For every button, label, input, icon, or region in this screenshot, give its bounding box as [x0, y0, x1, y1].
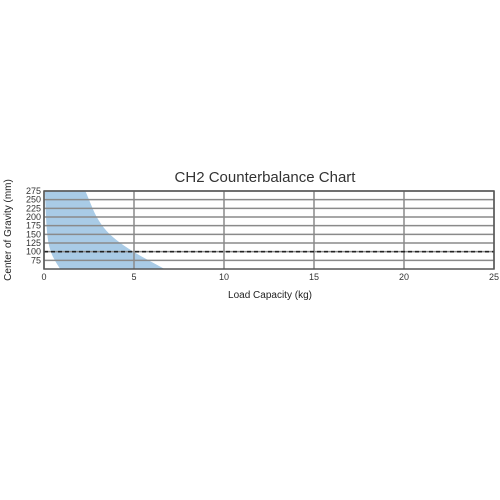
x-tick-label: 0	[41, 272, 46, 282]
x-tick-label: 5	[131, 272, 136, 282]
y-tick-label: 75	[31, 255, 41, 265]
allowable-region	[44, 191, 165, 269]
plot-frame	[43, 190, 495, 270]
x-tick-label: 20	[399, 272, 409, 282]
y-tick-label: 150	[26, 229, 41, 239]
chart-title: CH2 Counterbalance Chart	[175, 169, 357, 186]
x-axis-label: Load Capacity (kg)	[228, 290, 312, 301]
y-tick-label: 100	[26, 247, 41, 257]
y-tick-label: 200	[26, 212, 41, 222]
y-axis-label: Center of Gravity (mm)	[3, 179, 14, 281]
plot-area	[43, 190, 495, 270]
x-tick-label: 15	[309, 272, 319, 282]
x-tick-label: 10	[219, 272, 229, 282]
x-axis-ticks: 0 5 10 15 20 25	[41, 272, 499, 282]
y-tick-label: 225	[26, 203, 41, 213]
y-tick-label: 175	[26, 221, 41, 231]
y-tick-label: 250	[26, 195, 41, 205]
y-tick-label: 275	[26, 186, 41, 196]
x-tick-label: 25	[489, 272, 499, 282]
y-tick-label: 125	[26, 238, 41, 248]
